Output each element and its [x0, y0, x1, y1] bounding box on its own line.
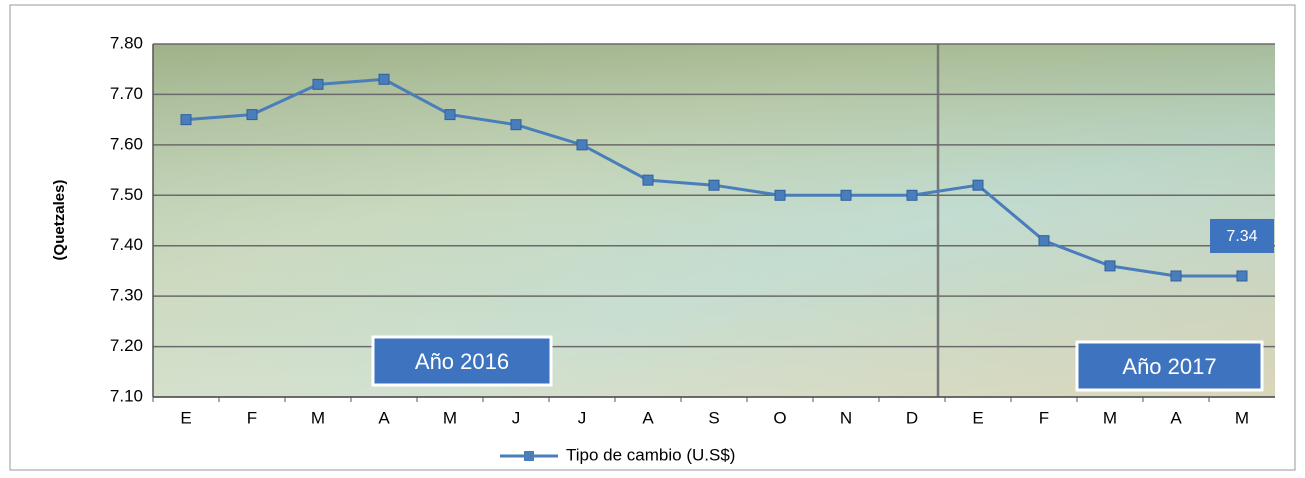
point — [444, 109, 456, 121]
x-tick-label: N — [840, 408, 852, 427]
x-tick-label: A — [642, 408, 654, 427]
point — [180, 114, 192, 126]
x-tick-label: F — [1039, 408, 1049, 427]
point — [642, 174, 654, 186]
point — [1170, 270, 1182, 282]
y-tick-label: 7.10 — [110, 386, 143, 405]
annotation: Año 2016 — [415, 349, 509, 374]
point — [906, 189, 918, 201]
x-tick-label: J — [512, 408, 521, 427]
point — [774, 189, 786, 201]
data-label-box — [1210, 218, 1274, 253]
point — [246, 109, 258, 121]
point — [312, 78, 324, 90]
x-tick-label: M — [443, 408, 457, 427]
legend-marker — [524, 451, 534, 461]
x-tick-label: A — [378, 408, 390, 427]
annotation-box — [1075, 340, 1264, 392]
point — [576, 139, 588, 151]
x-tick-label: J — [578, 408, 587, 427]
y-tick-label: 7.80 — [110, 33, 143, 52]
x-tick-label: M — [311, 408, 325, 427]
point — [378, 73, 390, 85]
x-tick-label: M — [1235, 408, 1249, 427]
x-tick-label: E — [972, 408, 983, 427]
plot-shade — [153, 44, 1275, 397]
x-tick-label: E — [180, 408, 191, 427]
x-tick-label: A — [1170, 408, 1182, 427]
legend-label: Tipo de cambio (U.S$) — [566, 445, 735, 464]
x-tick-label: S — [708, 408, 719, 427]
x-tick-label: M — [1103, 408, 1117, 427]
point — [840, 189, 852, 201]
point — [972, 179, 984, 191]
y-tick-label: 7.20 — [110, 336, 143, 355]
x-tick-label: O — [773, 408, 786, 427]
y-tick-label: 7.70 — [110, 84, 143, 103]
x-tick-label: F — [247, 408, 257, 427]
data-label: 7.34 — [1226, 228, 1257, 245]
y-axis-label: (Quetzales) — [51, 180, 68, 261]
annotation-box — [371, 335, 553, 387]
point — [1104, 260, 1116, 272]
annotation: Año 2017 — [1122, 354, 1216, 379]
y-tick-label: 7.50 — [110, 185, 143, 204]
point — [1038, 235, 1050, 247]
point — [510, 119, 522, 131]
point — [708, 179, 720, 191]
y-tick-label: 7.30 — [110, 286, 143, 305]
y-tick-label: 7.40 — [110, 235, 143, 254]
y-tick-label: 7.60 — [110, 134, 143, 153]
point — [1236, 270, 1248, 282]
x-tick-label: D — [906, 408, 918, 427]
